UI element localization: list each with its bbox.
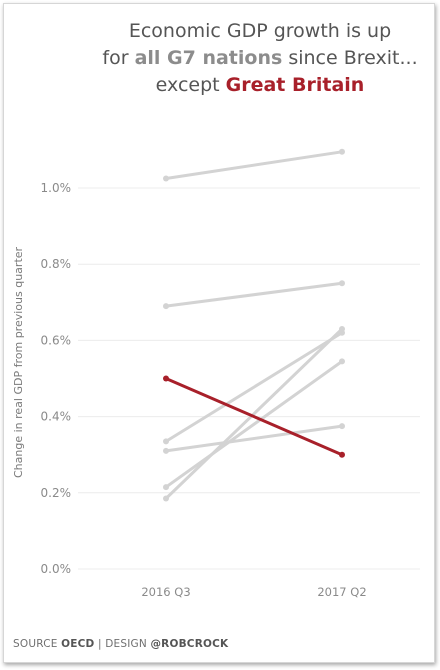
series-line [164,424,344,453]
title-line-2: for all G7 nations since Brexit... [90,45,430,72]
series-point [339,358,345,365]
chart-title: Economic GDP growth is up for all G7 nat… [90,18,430,99]
series-point [339,280,345,287]
series-line [164,327,344,501]
footer-source-prefix: SOURCE [13,638,62,650]
footer-design-prefix: DESIGN [105,638,151,650]
series-point [163,495,169,502]
y-tick-label: 0.6% [41,333,72,347]
series-line [164,331,344,443]
series-point [339,148,345,155]
title-line-1: Economic GDP growth is up [128,20,392,42]
title-line-3: except Great Britain [90,72,430,99]
y-tick-label: 0.0% [41,562,72,576]
title-line-3-prefix: except [155,74,226,96]
series-line [164,150,344,180]
x-tick-label: 2017 Q2 [317,585,366,599]
y-tick-label: 0.4% [41,410,72,424]
title-line-2-suffix: since Brexit... [282,47,418,69]
y-tick-label: 0.2% [41,486,72,500]
series-point-great-britain [163,375,169,382]
series-point [163,303,169,310]
title-highlight-g7: all G7 nations [134,47,283,69]
footer-credits: SOURCE OECD | DESIGN @ROBCROCK [13,638,228,650]
y-tick-label: 1.0% [41,181,72,195]
y-tick-label: 0.8% [41,257,72,271]
series-point [339,325,345,332]
chart-card [3,3,435,663]
series-point [163,484,169,491]
title-highlight-great-britain: Great Britain [225,74,365,96]
series-line-great-britain [164,377,344,457]
title-line-2-prefix: for [102,47,135,69]
footer-design: @ROBCROCK [150,638,229,650]
series-line [164,281,344,308]
series-point [163,447,169,454]
series-point [163,175,169,182]
series-point [339,423,345,430]
series-point-great-britain [339,451,345,458]
footer-separator: | [94,638,106,650]
y-axis-label: Change in real GDP from previous quarter [12,246,25,478]
footer-source: OECD [61,638,95,650]
series-line [164,359,344,489]
x-tick-label: 2016 Q3 [141,585,190,599]
series-point [163,438,169,445]
